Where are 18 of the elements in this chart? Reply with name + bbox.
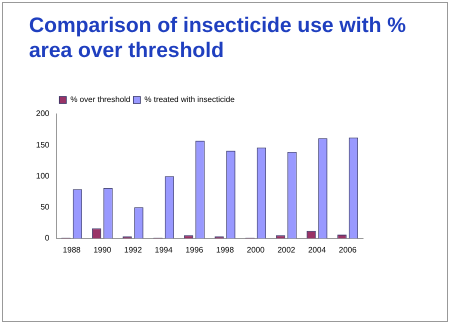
y-tick-label: 50 [40, 202, 50, 212]
y-tick-label: 0 [44, 234, 50, 243]
chart-title: Comparison of insecticide use with % area over threshold [29, 13, 407, 63]
y-tick-label: 100 [36, 171, 50, 180]
x-tick-label: 1996 [185, 245, 204, 254]
x-tick-label: 2000 [246, 245, 266, 254]
x-tick-label: 1994 [154, 245, 174, 254]
x-tick-label: 1998 [216, 245, 234, 254]
x-tick-label: 1990 [93, 245, 112, 254]
legend-label: % over threshold [70, 95, 130, 104]
x-tick-label: 2002 [277, 245, 296, 254]
x-tick-label: 1992 [124, 245, 142, 254]
x-tick-label: 2006 [338, 245, 358, 254]
y-tick-label: 200 [36, 109, 50, 118]
legend-label: % treated with insecticide [144, 95, 236, 104]
y-tick-label: 150 [36, 140, 50, 150]
x-tick-label: 2004 [308, 245, 326, 254]
x-tick-label: 1988 [62, 245, 82, 254]
